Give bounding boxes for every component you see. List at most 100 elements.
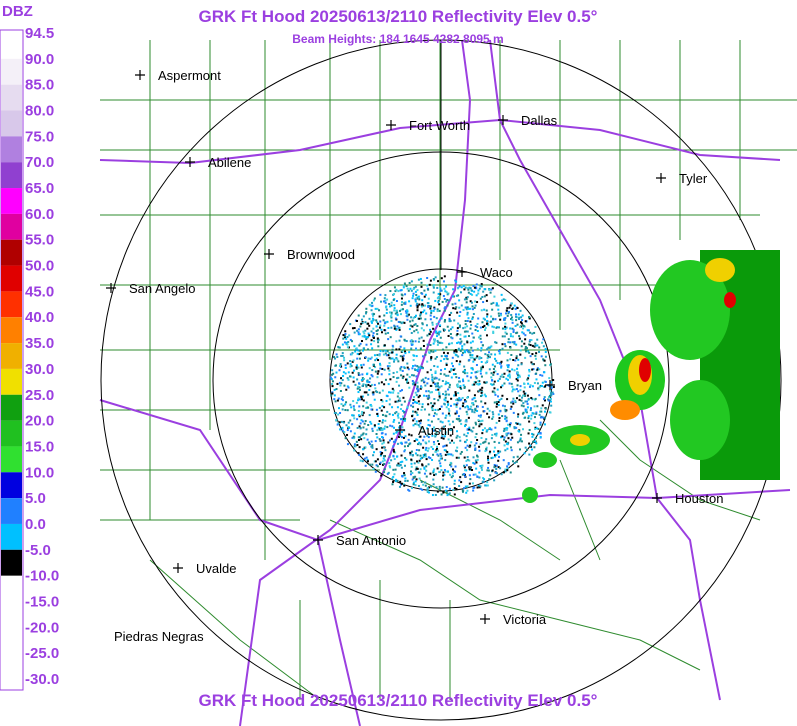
echo bbox=[485, 372, 488, 375]
echo bbox=[431, 376, 434, 379]
echo bbox=[474, 329, 477, 332]
echo bbox=[413, 440, 416, 443]
echo bbox=[372, 393, 375, 396]
echo bbox=[364, 446, 367, 449]
echo bbox=[471, 410, 474, 413]
echo bbox=[447, 393, 450, 396]
echo bbox=[331, 380, 334, 383]
echo bbox=[389, 305, 392, 308]
echo bbox=[380, 373, 383, 376]
echo bbox=[399, 335, 402, 338]
echo bbox=[418, 317, 421, 320]
echo bbox=[354, 319, 357, 322]
echo bbox=[392, 480, 395, 483]
echo bbox=[378, 391, 381, 394]
echo bbox=[371, 375, 374, 378]
echo bbox=[408, 281, 411, 284]
echo bbox=[533, 446, 536, 449]
echo bbox=[341, 352, 344, 355]
echo bbox=[369, 377, 372, 380]
echo bbox=[532, 412, 535, 415]
echo bbox=[469, 354, 472, 357]
echo bbox=[358, 349, 361, 352]
echo bbox=[432, 471, 435, 474]
echo bbox=[497, 459, 500, 462]
city-label: Aspermont bbox=[158, 68, 221, 83]
echo bbox=[433, 340, 436, 343]
echo bbox=[480, 283, 483, 286]
echo bbox=[427, 297, 430, 300]
echo bbox=[361, 373, 364, 376]
echo bbox=[519, 309, 522, 312]
echo bbox=[485, 299, 488, 302]
echo bbox=[484, 327, 487, 330]
echo bbox=[430, 357, 433, 360]
echo bbox=[530, 339, 533, 342]
echo bbox=[412, 402, 415, 405]
echo bbox=[479, 485, 482, 488]
echo bbox=[457, 347, 460, 350]
echo bbox=[439, 372, 442, 375]
echo bbox=[398, 421, 401, 424]
echo bbox=[408, 399, 411, 402]
echo bbox=[476, 458, 479, 461]
echo bbox=[529, 344, 532, 347]
echo bbox=[498, 441, 501, 444]
echo bbox=[388, 303, 391, 306]
echo bbox=[461, 354, 464, 357]
echo bbox=[381, 460, 384, 463]
echo bbox=[448, 383, 451, 386]
echo bbox=[511, 321, 514, 324]
echo bbox=[416, 454, 419, 457]
echo bbox=[464, 469, 467, 472]
echo bbox=[486, 319, 489, 322]
echo bbox=[383, 322, 386, 325]
echo bbox=[510, 318, 513, 321]
echo bbox=[498, 352, 501, 355]
echo bbox=[419, 277, 422, 280]
echo bbox=[391, 483, 394, 486]
echo bbox=[386, 410, 389, 413]
echo bbox=[478, 476, 481, 479]
echo bbox=[443, 328, 446, 331]
echo bbox=[514, 308, 517, 311]
scale-label: 20.0 bbox=[25, 413, 54, 430]
echo bbox=[459, 452, 462, 455]
echo bbox=[410, 343, 413, 346]
echo bbox=[445, 355, 448, 358]
echo bbox=[458, 484, 461, 487]
echo bbox=[480, 466, 483, 469]
echo bbox=[467, 317, 470, 320]
echo bbox=[455, 350, 458, 353]
echo bbox=[450, 476, 453, 479]
echo bbox=[480, 437, 483, 440]
echo bbox=[436, 382, 439, 385]
echo bbox=[409, 304, 412, 307]
echo bbox=[448, 320, 451, 323]
echo bbox=[416, 443, 419, 446]
echo bbox=[370, 374, 373, 377]
echo bbox=[390, 316, 393, 319]
echo bbox=[499, 348, 502, 351]
echo bbox=[437, 399, 440, 402]
echo bbox=[518, 374, 521, 377]
echo bbox=[453, 394, 456, 397]
echo bbox=[449, 473, 452, 476]
echo bbox=[381, 427, 384, 430]
echo bbox=[365, 385, 368, 388]
echo bbox=[435, 450, 438, 453]
echo bbox=[486, 469, 489, 472]
scale-band bbox=[1, 136, 22, 163]
echo bbox=[378, 406, 381, 409]
echo bbox=[348, 334, 351, 337]
echo bbox=[393, 286, 396, 289]
echo bbox=[404, 479, 407, 482]
echo bbox=[356, 352, 359, 355]
echo bbox=[466, 313, 469, 316]
echo bbox=[360, 396, 363, 399]
echo bbox=[481, 432, 484, 435]
echo bbox=[404, 301, 407, 304]
echo bbox=[395, 288, 398, 291]
echo bbox=[400, 436, 403, 439]
echo bbox=[466, 432, 469, 435]
